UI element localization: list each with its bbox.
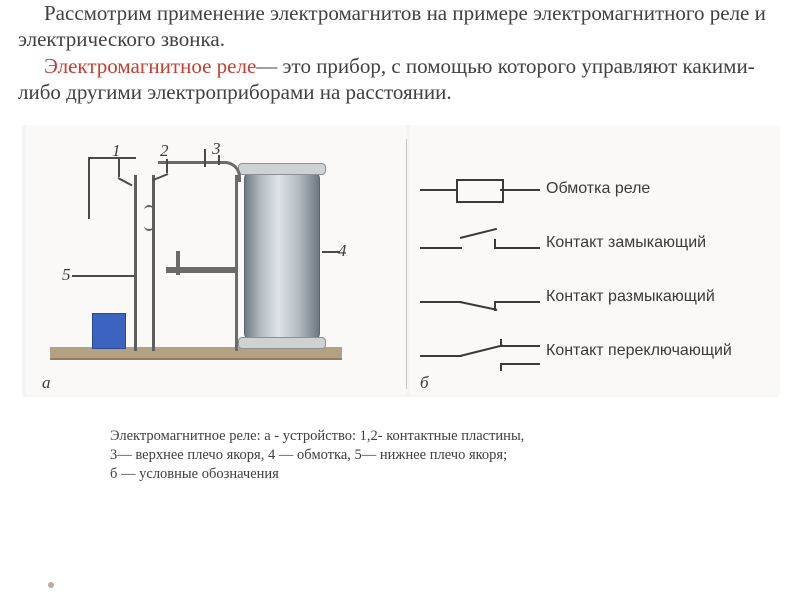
caption-line-1: Электромагнитное реле: а - устройство: 1… [110, 428, 524, 444]
callout-tick [72, 275, 134, 277]
figure: 1 2 3 4 5 а Обмотка реле Контакт замыкаю… [10, 113, 790, 409]
contact-plate-2 [152, 175, 155, 351]
coil-cap-top [238, 163, 326, 175]
legend-row-changeover: Контакт переключающий [420, 331, 732, 371]
legend-text: Контакт размыкающий [542, 288, 715, 306]
contact-loop [144, 205, 154, 231]
panel-a-label: а [42, 373, 51, 393]
lead-line-3 [204, 149, 206, 167]
contact-plate-1 [134, 175, 137, 351]
page: Рассмотрим применение электромагнитов на… [0, 0, 800, 600]
pivot-pin [176, 251, 180, 275]
callout-tick [118, 159, 120, 177]
bullet-icon [48, 582, 54, 588]
legend-text: Контакт замыкающий [542, 234, 706, 252]
callout-tick [153, 173, 169, 181]
caption-line-2: 3— верхнее плечо якоря, 4 — обмотка, 5— … [110, 447, 507, 463]
symbol-no-contact-icon [420, 225, 542, 261]
panel-b: Обмотка реле Контакт замыкающий Контакт … [410, 125, 780, 395]
lead-line-1 [88, 159, 90, 219]
coil-cap-bottom [238, 337, 326, 349]
symbol-changeover-icon [420, 333, 542, 369]
callout-2: 2 [160, 141, 169, 161]
symbol-coil-icon [420, 171, 542, 207]
paragraph-2: Электромагнитное реле— это прибор, с пом… [0, 53, 800, 106]
term-red: Электромагнитное реле [44, 54, 256, 78]
legend-text: Контакт переключающий [542, 342, 732, 360]
figure-caption: Электромагнитное реле: а - устройство: 1… [0, 409, 800, 484]
callout-tick [118, 177, 133, 186]
p1-text: Рассмотрим применение электромагнитов на… [18, 1, 766, 51]
callout-3: 3 [212, 139, 221, 159]
paragraph-1: Рассмотрим применение электромагнитов на… [0, 0, 800, 53]
armature-vert [235, 175, 238, 351]
support-block [92, 313, 126, 349]
caption-line-3: б — условные обозначения [110, 466, 279, 482]
panel-a: 1 2 3 4 5 а [26, 125, 406, 395]
coil-body [244, 171, 320, 341]
legend-row-no: Контакт замыкающий [420, 223, 706, 263]
legend-text: Обмотка реле [542, 180, 650, 198]
symbol-nc-contact-icon [420, 279, 542, 315]
panel-b-label: б [420, 373, 429, 393]
callout-5: 5 [62, 265, 71, 285]
legend-row-nc: Контакт размыкающий [420, 277, 715, 317]
callout-4: 4 [338, 241, 347, 261]
legend-row-coil: Обмотка реле [420, 169, 650, 209]
panel-divider [406, 139, 407, 389]
callout-tick [166, 159, 168, 173]
callout-1: 1 [112, 141, 121, 161]
